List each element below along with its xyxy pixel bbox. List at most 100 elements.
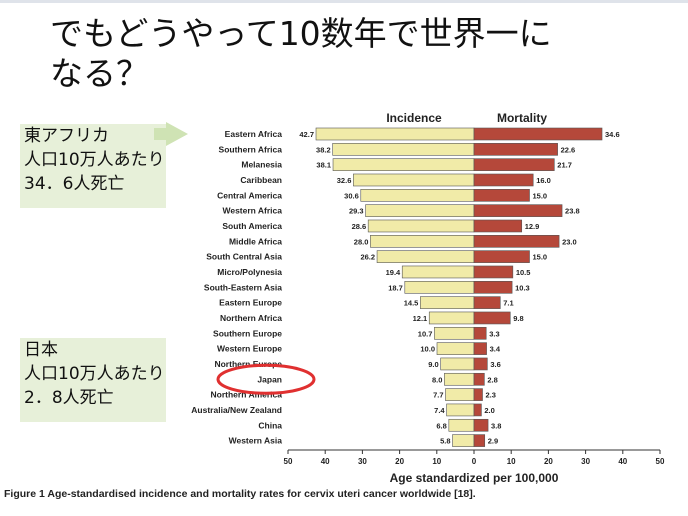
incidence-bar: [376, 250, 475, 263]
category-label: Middle Africa: [229, 236, 282, 246]
category-label: Australia/New Zealand: [191, 405, 282, 415]
mortality-value-label: 15.0: [533, 191, 548, 200]
incidence-value-label: 28.0: [354, 237, 369, 246]
mortality-value-label: 15.0: [533, 253, 548, 262]
mortality-bar: [473, 204, 563, 217]
incidence-bar: [444, 372, 475, 386]
category-label: Melanesia: [241, 160, 282, 170]
mortality-bar: [473, 143, 558, 156]
incidence-bar: [404, 280, 475, 294]
mortality-bar: [473, 235, 560, 248]
title-line-1: でもどうやって10数年で世界一に: [50, 14, 552, 53]
x-tick-label: 0: [472, 457, 477, 466]
incidence-bar: [452, 434, 475, 447]
incidence-bar: [440, 357, 475, 371]
mortality-bar: [473, 388, 483, 401]
category-label: Eastern Europe: [219, 298, 282, 308]
mortality-bar: [473, 342, 487, 355]
slide-title: でもどうやって10数年で世界一に なる？: [50, 14, 670, 94]
mortality-value-label: 2.9: [488, 437, 498, 446]
callout-japan-line-1: 日本: [24, 340, 58, 360]
category-label: Micro/Polynesia: [217, 267, 282, 277]
incidence-value-label: 38.1: [316, 161, 331, 170]
incidence-bar: [370, 235, 475, 248]
incidence-bar: [436, 342, 475, 355]
incidence-value-label: 10.7: [418, 329, 433, 338]
right-arrow-stem: [154, 128, 168, 140]
x-tick-label: 30: [358, 457, 367, 466]
category-label: South America: [222, 221, 282, 231]
category-label: Japan: [257, 374, 282, 384]
mortality-value-label: 16.0: [536, 176, 551, 185]
mortality-value-label: 23.8: [565, 207, 580, 216]
incidence-value-label: 8.0: [432, 375, 442, 384]
mortality-bar: [473, 250, 530, 263]
category-label: Northern Africa: [220, 313, 282, 323]
incidence-value-label: 38.2: [316, 145, 331, 154]
mortality-bar: [473, 280, 513, 294]
incidence-value-label: 7.7: [433, 391, 443, 400]
mortality-value-label: 3.6: [490, 360, 500, 369]
callout-japan: 日本 人口10万人あたり 2．8人死亡: [20, 338, 166, 422]
mortality-value-label: 3.3: [489, 329, 499, 338]
x-tick-label: 50: [656, 457, 665, 466]
figure-caption: Figure 1 Age-standardised incidence and …: [4, 488, 476, 500]
mortality-value-label: 12.9: [525, 222, 540, 231]
x-tick-label: 40: [321, 457, 330, 466]
mortality-value-label: 9.8: [513, 314, 523, 323]
callout-east-line-2: 人口10万人あたり: [24, 150, 165, 170]
mortality-bar: [473, 434, 486, 447]
incidence-bar: [332, 158, 475, 171]
category-label: Northern Europe: [214, 359, 282, 369]
mortality-bar: [473, 311, 511, 325]
mortality-bar: [473, 158, 555, 171]
incidence-value-label: 14.5: [404, 299, 419, 308]
series-header-incidence: Incidence: [386, 111, 442, 125]
category-label: Central America: [217, 190, 282, 200]
mortality-bar: [473, 219, 523, 233]
category-label: Western Europe: [217, 344, 282, 354]
category-label: Northern America: [211, 390, 283, 400]
incidence-bar: [332, 143, 475, 156]
mortality-bar: [473, 127, 603, 141]
mortality-value-label: 2.3: [486, 391, 496, 400]
mortality-value-label: 3.4: [490, 345, 501, 354]
x-tick-label: 40: [618, 457, 627, 466]
incidence-bar: [428, 311, 475, 325]
mortality-bar: [473, 418, 489, 432]
callout-east-line-1: 東アフリカ: [24, 126, 109, 146]
incidence-bar: [446, 403, 475, 417]
incidence-bar: [360, 189, 475, 202]
mortality-value-label: 10.5: [516, 268, 531, 277]
incidence-bar: [401, 265, 475, 279]
mortality-bar: [473, 189, 530, 202]
mortality-value-label: 2.0: [484, 406, 494, 415]
category-label: Eastern Africa: [225, 129, 283, 139]
incidence-value-label: 18.7: [388, 283, 403, 292]
incidence-bar: [445, 388, 475, 401]
mortality-bar: [473, 403, 482, 417]
category-label: South Central Asia: [206, 252, 282, 262]
series-header-mortality: Mortality: [497, 111, 547, 125]
right-arrow-icon: [166, 122, 188, 146]
circle-highlight-icon: [216, 363, 316, 395]
slide-top-rule: [0, 0, 688, 3]
x-tick-label: 30: [581, 457, 590, 466]
mortality-value-label: 34.6: [605, 130, 620, 139]
incidence-value-label: 32.6: [337, 176, 352, 185]
category-label: Southern Europe: [213, 328, 282, 338]
callout-japan-line-3: 2．8人死亡: [24, 388, 114, 408]
incidence-value-label: 10.0: [420, 345, 435, 354]
incidence-bar: [448, 418, 475, 432]
x-tick-label: 20: [544, 457, 553, 466]
category-label: Caribbean: [240, 175, 282, 185]
mortality-value-label: 22.6: [561, 145, 576, 154]
incidence-value-label: 7.4: [434, 406, 445, 415]
incidence-value-label: 12.1: [413, 314, 428, 323]
category-label: Western Africa: [222, 206, 282, 216]
mortality-value-label: 10.3: [515, 283, 530, 292]
mortality-bar: [473, 326, 487, 340]
mortality-value-label: 21.7: [557, 161, 572, 170]
incidence-value-label: 26.2: [360, 253, 375, 262]
mortality-bar: [473, 265, 514, 279]
